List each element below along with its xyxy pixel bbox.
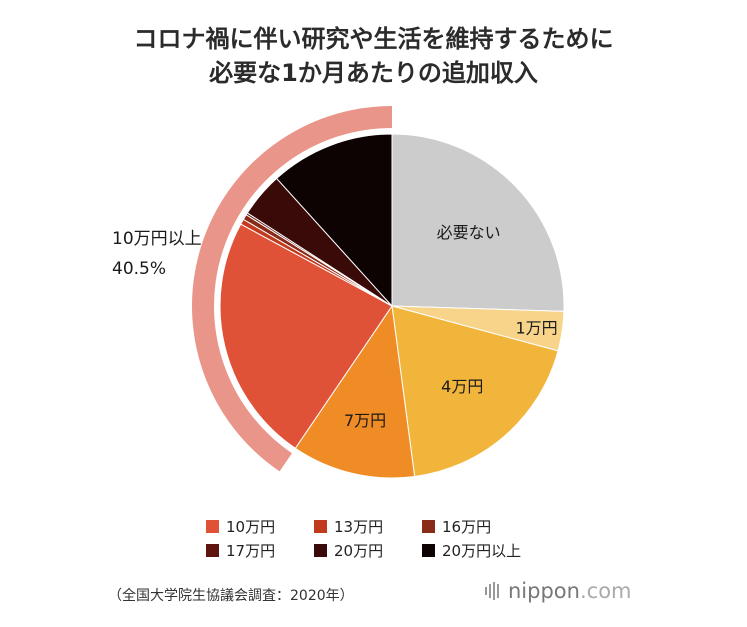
slice-label: 1万円	[516, 319, 558, 338]
legend-item: 16万円	[422, 516, 530, 536]
slice-label: 必要ない	[437, 223, 501, 242]
brand-suffix: .com	[579, 579, 632, 603]
legend-swatch	[314, 519, 327, 533]
legend-item: 17万円	[206, 540, 314, 560]
slice-label: 4万円	[441, 377, 483, 396]
group-ring-10man-plus	[191, 106, 392, 472]
legend-item: 20万円以上	[422, 540, 530, 560]
legend-label: 17万円	[226, 541, 276, 560]
pie-slice	[294, 304, 416, 479]
chart-title-line-1: コロナ禍に伴い研究や生活を維持するために	[133, 25, 614, 53]
legend-label: 13万円	[334, 517, 384, 536]
legend-label: 16万円	[442, 517, 492, 536]
legend-swatch	[206, 519, 219, 533]
pie-slice	[219, 223, 393, 449]
legend-swatch	[206, 543, 219, 557]
legend: 10万円 13万円 16万円 17万円 20万円 20万円以上	[206, 516, 530, 560]
legend-label: 20万円	[334, 541, 384, 560]
brand-name: nippon	[508, 579, 580, 603]
slice-label: 7万円	[344, 411, 386, 430]
chart-title: コロナ禍に伴い研究や生活を維持するために 必要な1か月あたりの追加収入	[0, 22, 747, 90]
pie-slice	[391, 305, 559, 478]
pie-slice	[275, 133, 393, 308]
group-ring-value-label: 40.5%	[112, 259, 166, 279]
chart-title-line-2: 必要な1か月あたりの追加収入	[209, 59, 538, 87]
pie-slice	[391, 133, 565, 312]
legend-item: 10万円	[206, 516, 314, 536]
legend-swatch	[422, 519, 435, 533]
legend-swatch	[314, 543, 327, 557]
legend-swatch	[422, 543, 435, 557]
legend-label: 20万円以上	[442, 541, 522, 560]
source-note: （全国大学院生協議会調査：2020年）	[108, 588, 354, 604]
brand-logo: nippon.com	[484, 579, 632, 603]
legend-item: 20万円	[314, 540, 422, 560]
group-ring-label: 10万円以上	[112, 229, 202, 249]
legend-label: 10万円	[226, 517, 276, 536]
nippon-logo-icon	[485, 582, 499, 600]
legend-item: 13万円	[314, 516, 422, 536]
